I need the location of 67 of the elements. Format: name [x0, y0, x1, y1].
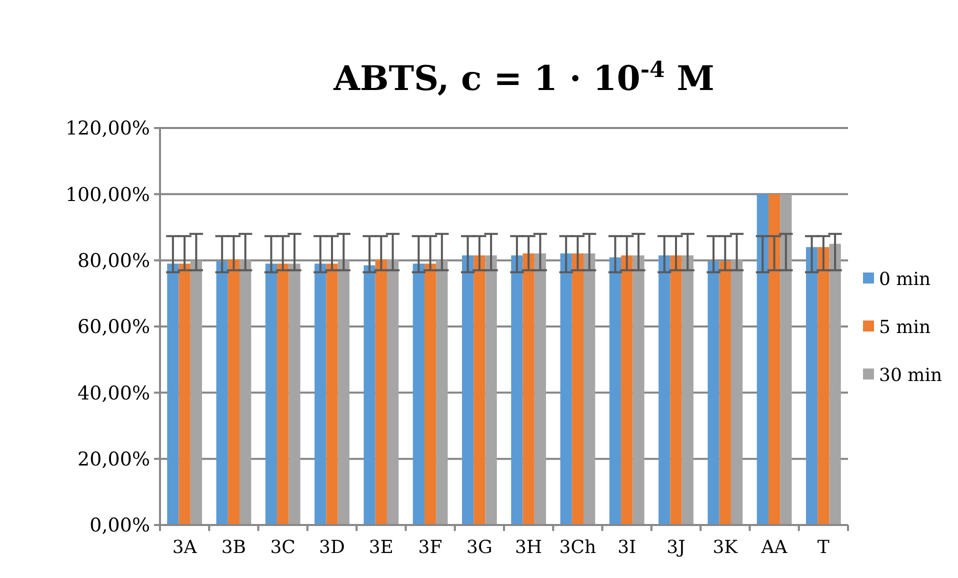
bar [265, 264, 278, 525]
bar [572, 253, 584, 525]
bar [338, 260, 350, 525]
bar [288, 264, 300, 525]
bar [485, 255, 497, 525]
x-tick-label: 3A [172, 537, 198, 558]
bar [424, 264, 436, 525]
bar [560, 253, 572, 525]
x-tick-label: 3B [221, 537, 246, 558]
bar [326, 264, 338, 525]
bar [178, 264, 190, 525]
y-tick-label: 120,00% [65, 118, 150, 140]
chart-title: ABTS, c = 1 · 10$^{-4}$ M [332, 57, 714, 99]
bar [806, 247, 818, 525]
bar [474, 255, 486, 525]
bar [632, 255, 644, 525]
legend-label: 5 min [879, 316, 931, 338]
y-tick-label: 80,00% [78, 250, 150, 272]
x-tick-label: 3I [618, 537, 636, 558]
x-tick-label: 3K [712, 537, 738, 558]
y-tick-label: 100,00% [65, 184, 150, 206]
bar [584, 253, 596, 525]
bar [621, 255, 633, 525]
bar [829, 244, 841, 525]
bar [670, 255, 682, 525]
bar [228, 259, 240, 525]
bar [190, 260, 202, 525]
x-tick-label: T [817, 537, 830, 558]
x-tick-label: AA [760, 537, 788, 558]
bar [756, 194, 768, 525]
x-tick-label: 3Ch [559, 537, 597, 558]
x-tick-label: 3H [514, 537, 542, 558]
bar [609, 257, 622, 525]
y-tick-label: 40,00% [78, 382, 150, 404]
bar [730, 259, 743, 525]
bar [534, 253, 546, 525]
bar [682, 255, 694, 525]
bar [522, 253, 534, 525]
legend-label: 0 min [879, 268, 931, 290]
bar [386, 259, 399, 525]
x-tick-label: 3E [368, 537, 394, 558]
bar [167, 264, 179, 525]
bar [436, 260, 448, 525]
bar [277, 264, 289, 525]
x-tick-label: 3C [270, 537, 296, 558]
bar [240, 259, 252, 525]
y-tick-label: 20,00% [78, 448, 150, 470]
legend-label: 30 min [879, 364, 942, 386]
bar [364, 265, 376, 525]
x-tick-label: 3D [319, 537, 345, 558]
x-tick-label: 3F [418, 537, 442, 558]
bar [462, 255, 474, 525]
x-tick-label: 3G [466, 537, 492, 558]
bar [658, 255, 670, 525]
bar [412, 264, 424, 525]
bar [511, 255, 523, 525]
bar [708, 261, 720, 525]
bar [818, 247, 830, 525]
y-tick-label: 60,00% [78, 316, 150, 338]
bar [216, 261, 228, 525]
bar [375, 259, 387, 525]
bar [314, 264, 326, 525]
bar [719, 261, 731, 525]
x-tick-label: 3J [666, 537, 686, 558]
bar [780, 194, 792, 525]
bar [768, 194, 780, 525]
y-tick-label: 0,00% [90, 514, 150, 537]
